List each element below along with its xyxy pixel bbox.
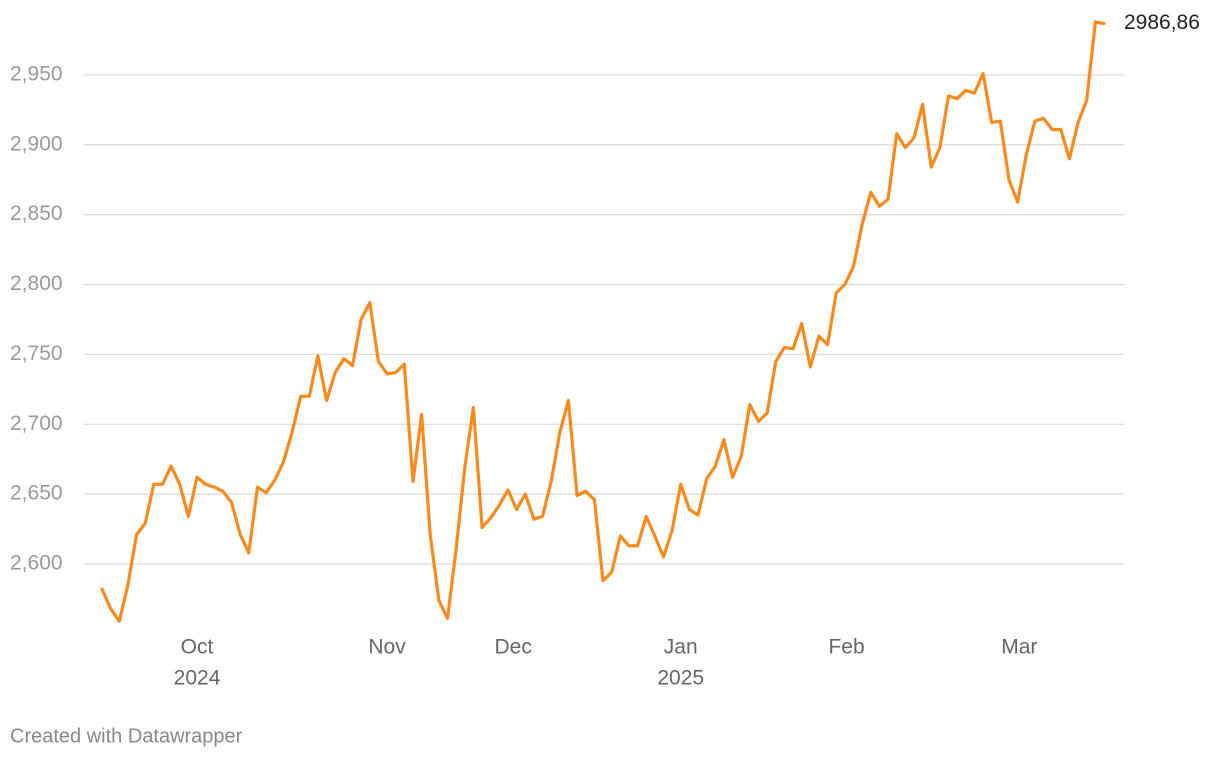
x-tick-label: Oct	[181, 636, 214, 659]
line	[100, 20, 1106, 623]
x-tick-label: Feb	[828, 636, 864, 659]
y-tick-label: 2,950	[10, 63, 63, 86]
x-tick-label: Jan	[664, 636, 698, 659]
y-tick-label: 2,900	[10, 132, 63, 155]
y-tick-label: 2,850	[10, 202, 63, 225]
x-tick-label: Mar	[1001, 636, 1037, 659]
y-tick-label: 2,600	[10, 551, 63, 574]
x-tick-label: Dec	[494, 636, 531, 659]
y-tick-label: 2,700	[10, 412, 63, 435]
y-tick-label: 2,800	[10, 272, 63, 295]
y-tick-label: 2,750	[10, 342, 63, 365]
value-label: 2986,86	[1124, 11, 1200, 34]
footer: Created with Datawrapper	[10, 725, 243, 747]
x-tick-label: Nov	[368, 636, 406, 659]
x-tick-sublabel: 2024	[174, 667, 221, 690]
y-tick-label: 2,650	[10, 482, 63, 505]
x-tick-sublabel: 2025	[657, 667, 704, 690]
